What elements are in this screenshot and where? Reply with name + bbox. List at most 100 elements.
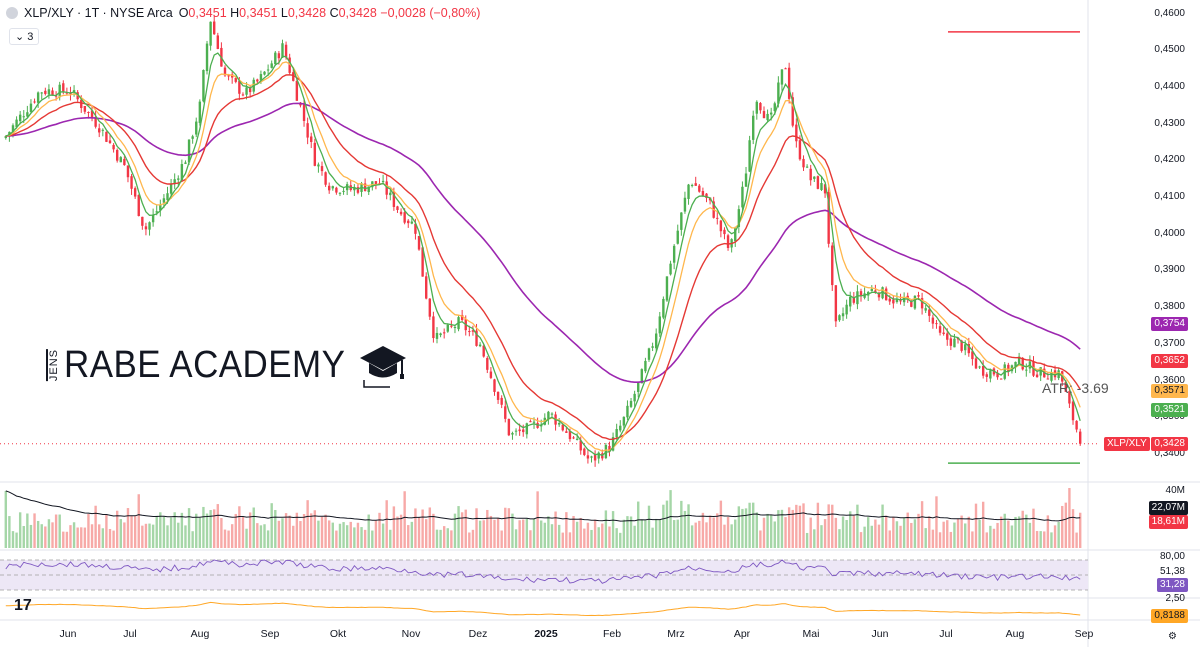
- candle: [690, 183, 694, 188]
- volume-bar: [115, 510, 119, 548]
- volume-bar: [762, 517, 766, 548]
- volume-bar: [180, 512, 184, 548]
- candle: [734, 226, 737, 247]
- volume-bar: [417, 516, 421, 548]
- volume-bar: [1014, 516, 1017, 548]
- volume-bar: [748, 502, 751, 548]
- volume-bar: [780, 509, 784, 548]
- price-tick-7: 0,3900: [1154, 264, 1185, 276]
- candle: [780, 69, 784, 91]
- candle: [816, 175, 820, 190]
- candle: [881, 286, 884, 300]
- candle: [892, 295, 895, 309]
- candle: [241, 92, 245, 97]
- volume-bar: [647, 505, 651, 548]
- symbol-logo-icon: [6, 7, 18, 19]
- volume-bar: [805, 532, 809, 548]
- candle: [942, 326, 945, 336]
- volume-bar: [62, 531, 65, 548]
- volume-bar: [910, 522, 913, 548]
- volume-bar: [342, 522, 345, 548]
- candle: [234, 77, 237, 84]
- volume-bar: [8, 516, 11, 548]
- volume-bar: [238, 506, 241, 548]
- volume-bar: [827, 504, 830, 548]
- x-tick-6: Dez: [468, 628, 488, 640]
- volume-bar: [651, 527, 654, 548]
- volume-bar: [752, 502, 755, 548]
- volume-bar: [345, 525, 349, 548]
- candle: [51, 87, 54, 96]
- volume-bar: [507, 508, 511, 548]
- symbol-title[interactable]: XLP/XLY · 1T · NYSE Arca: [24, 6, 173, 20]
- candle: [590, 455, 593, 463]
- candle: [683, 191, 687, 214]
- candle: [184, 160, 187, 165]
- volume-bar: [504, 507, 507, 548]
- volume-bar: [924, 528, 927, 548]
- indicator-toggle-button[interactable]: ⌄ 3: [9, 28, 40, 45]
- volume-bar: [820, 525, 823, 548]
- candle: [26, 105, 29, 118]
- volume-bar: [446, 528, 449, 548]
- candle: [838, 314, 841, 322]
- volume-bar: [450, 530, 453, 548]
- candle: [453, 324, 457, 334]
- candle: [920, 292, 924, 315]
- candle: [662, 296, 665, 320]
- candle: [263, 71, 266, 76]
- volume-bar: [680, 500, 683, 548]
- candle: [805, 164, 809, 169]
- symbol-price-tag: XLP/XLY: [1104, 436, 1150, 451]
- volume-bar: [166, 525, 169, 548]
- candle: [213, 15, 216, 35]
- volume-bar: [90, 524, 94, 548]
- candle: [500, 395, 503, 409]
- volume-bar: [54, 514, 58, 548]
- volume-bar: [1043, 531, 1046, 548]
- candle: [586, 450, 590, 464]
- volume-bar: [536, 491, 539, 548]
- candle: [72, 85, 76, 97]
- candle: [1017, 352, 1021, 365]
- candle: [866, 290, 870, 302]
- candle: [417, 235, 421, 251]
- x-tick-7: 2025: [534, 628, 558, 640]
- candle: [324, 171, 327, 187]
- volume-bar: [1025, 514, 1028, 548]
- ema-long-line: [5, 102, 1081, 383]
- candle: [130, 173, 133, 195]
- candle: [989, 368, 992, 383]
- rsi-top-tick: 80,00: [1159, 551, 1185, 562]
- candle: [938, 321, 942, 336]
- candle: [744, 166, 748, 187]
- price-tick-8: 0,3800: [1154, 301, 1185, 313]
- volume-bar: [381, 523, 385, 548]
- volume-bar: [705, 522, 708, 548]
- tradingview-logo[interactable]: 17: [14, 597, 32, 614]
- volume-bar: [47, 519, 51, 548]
- candle: [752, 110, 755, 145]
- volume-bar: [690, 525, 694, 548]
- settings-gear-icon[interactable]: ⚙: [1168, 631, 1177, 642]
- volume-bar: [177, 522, 180, 548]
- volume-bar: [302, 514, 306, 548]
- price-tick-0: 0,4600: [1154, 7, 1185, 19]
- volume-bar: [1064, 502, 1068, 548]
- volume-bar: [205, 513, 209, 548]
- volume-bar: [1046, 515, 1050, 548]
- candle: [823, 184, 827, 198]
- candle: [726, 233, 730, 251]
- volume-bar: [701, 512, 705, 548]
- volume-bar: [310, 513, 313, 548]
- price-tick-10: 0,3600: [1154, 374, 1185, 386]
- volume-bar: [698, 520, 701, 548]
- x-tick-5: Nov: [401, 628, 421, 640]
- volume-bar: [884, 515, 888, 548]
- candle: [151, 208, 155, 227]
- candle: [317, 162, 320, 173]
- candle: [845, 299, 848, 319]
- volume-bar: [658, 519, 661, 548]
- volume-bar: [798, 505, 802, 548]
